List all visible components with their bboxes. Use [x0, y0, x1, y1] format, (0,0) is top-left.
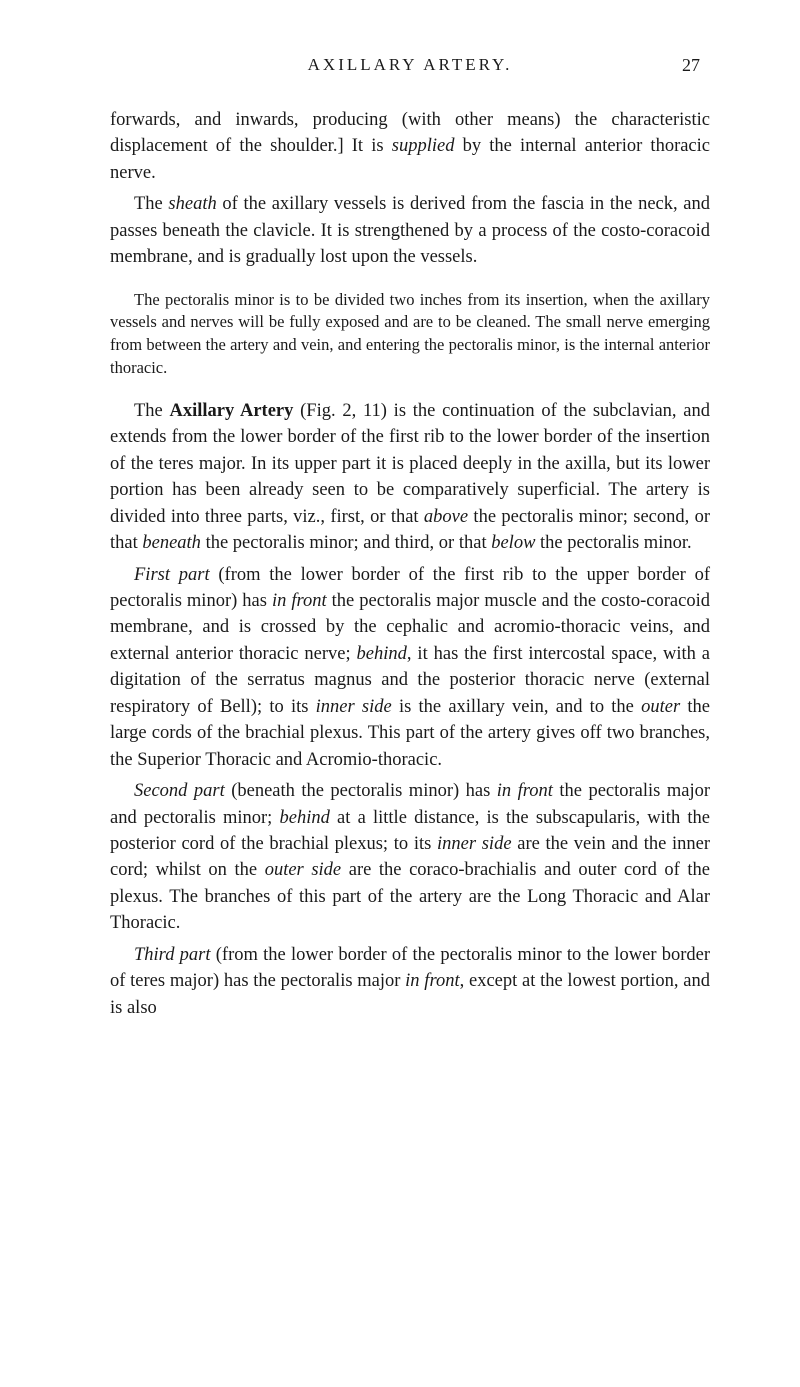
paragraph-4: The Axillary Artery (Fig. 2, 11) is the …: [110, 398, 710, 557]
text-italic: below: [491, 533, 535, 553]
text-italic: above: [424, 507, 468, 527]
paragraph-3-small: The pectoralis minor is to be divided tw…: [110, 289, 710, 380]
text: The: [134, 401, 170, 421]
text-italic: inner side: [316, 697, 392, 717]
text: the pectoralis minor; and third, or that: [201, 533, 491, 553]
text: The pectoralis minor is to be divided tw…: [110, 290, 710, 377]
text-italic: Second part: [134, 781, 225, 801]
text-italic: outer side: [265, 860, 341, 880]
text: (beneath the pectoralis minor) has: [225, 781, 497, 801]
text: is the axillary vein, and to the: [392, 697, 641, 717]
text-italic: First part: [134, 565, 210, 585]
paragraph-7: Third part (from the lower border of the…: [110, 942, 710, 1021]
text-italic: in front: [497, 781, 553, 801]
paragraph-5: First part (from the lower border of the…: [110, 562, 710, 774]
paragraph-1: forwards, and inwards, producing (with o…: [110, 107, 710, 186]
text-italic: beneath: [142, 533, 201, 553]
text-italic: in front: [405, 971, 459, 991]
text-bold: Axillary Artery: [170, 401, 294, 421]
text: the pectoralis minor.: [535, 533, 691, 553]
text-italic: behind: [280, 808, 330, 828]
text-italic: supplied: [392, 136, 455, 156]
text: The: [134, 194, 168, 214]
text-italic: inner side: [437, 834, 512, 854]
text-italic: behind: [357, 644, 407, 664]
header-title: AXILLARY ARTERY.: [120, 55, 700, 75]
page-header: AXILLARY ARTERY. 27: [110, 55, 710, 75]
page-number: 27: [682, 55, 700, 76]
text-italic: in front: [272, 591, 327, 611]
paragraph-6: Second part (beneath the pectoralis mino…: [110, 778, 710, 937]
paragraph-2: The sheath of the axillary vessels is de…: [110, 191, 710, 270]
text-italic: Third part: [134, 945, 211, 965]
text-italic: outer: [641, 697, 680, 717]
text-italic: sheath: [168, 194, 216, 214]
